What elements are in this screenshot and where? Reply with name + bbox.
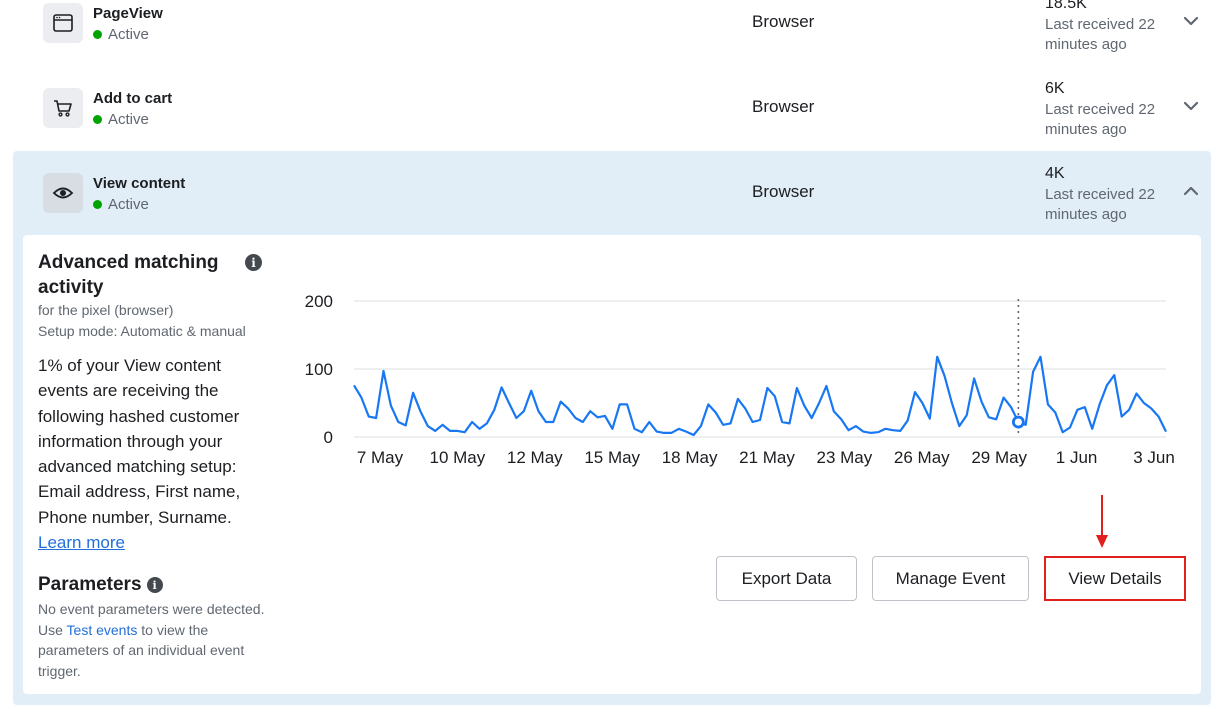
parameters-description: No event parameters were detected. Use T…	[38, 601, 265, 680]
learn-more-link[interactable]: Learn more	[38, 533, 125, 553]
x-tick-label: 10 May	[430, 448, 486, 467]
chevron-up-icon[interactable]	[1181, 181, 1201, 201]
activity-line-chart: 200 100 0 7 May 10 May 12 May 15 May 18 May 21 M…	[305, 292, 1175, 467]
event-count: 18.5K	[1045, 0, 1087, 12]
cart-icon	[43, 88, 83, 128]
info-icon[interactable]: i	[245, 254, 262, 271]
series-line	[353, 355, 1167, 437]
annotation-arrow-icon	[1096, 495, 1108, 548]
x-tick-label: 15 May	[584, 448, 640, 467]
browser-window-icon	[43, 3, 83, 43]
event-name: View content	[93, 175, 186, 192]
active-dot-icon	[93, 30, 102, 39]
chevron-down-icon[interactable]	[1181, 96, 1201, 116]
active-dot-icon	[93, 200, 102, 209]
x-tick-label: 12 May	[507, 448, 563, 467]
event-count: 6K	[1045, 80, 1065, 97]
event-last-received: Last received 22 minutes ago	[1045, 186, 1156, 223]
y-tick-label: 100	[305, 360, 333, 379]
y-tick-label: 200	[305, 292, 333, 311]
event-last-received: Last received 22 minutes ago	[1045, 16, 1156, 53]
event-row-add-to-cart[interactable]: Add to cart Active Browser 6K Last recei…	[13, 66, 1211, 151]
advanced-matching-title: Advanced matching activity	[38, 252, 219, 298]
x-tick-label: 3 Jun	[1133, 448, 1175, 467]
chevron-down-icon[interactable]	[1181, 11, 1201, 31]
x-tick-label: 18 May	[662, 448, 718, 467]
view-details-button[interactable]: View Details	[1044, 556, 1186, 601]
event-name: PageView	[93, 5, 163, 22]
x-tick-label: 26 May	[894, 448, 950, 467]
event-source: Browser	[752, 97, 815, 116]
advanced-matching-subtitle: for the pixel (browser) Setup mode: Auto…	[38, 302, 246, 339]
event-details-container: Advanced matching activity i for the pix…	[13, 235, 1211, 705]
event-status: Active	[93, 26, 149, 43]
export-data-button[interactable]: Export Data	[716, 556, 857, 601]
event-row-pageview[interactable]: PageView Active Browser 18.5K Last recei…	[13, 0, 1211, 66]
manage-event-button[interactable]: Manage Event	[872, 556, 1029, 601]
parameters-title: Parameters i	[38, 574, 163, 596]
x-tick-label: 1 Jun	[1056, 448, 1098, 467]
hover-point	[1011, 415, 1025, 429]
x-tick-label: 7 May	[357, 448, 404, 467]
info-icon[interactable]: i	[146, 577, 163, 593]
advanced-matching-description: 1% of your View content events are recei…	[38, 356, 241, 553]
event-last-received: Last received 22 minutes ago	[1045, 101, 1156, 138]
event-details-panel: Advanced matching activity i for the pix…	[23, 235, 1201, 694]
event-status: Active	[93, 111, 149, 128]
event-source: Browser	[752, 12, 815, 31]
eye-icon	[43, 173, 83, 213]
x-tick-label: 21 May	[739, 448, 795, 467]
event-row-view-content[interactable]: View content Active Browser 4K Last rece…	[13, 151, 1211, 236]
x-tick-label: 29 May	[971, 448, 1027, 467]
y-tick-label: 0	[324, 428, 333, 447]
x-tick-label: 23 May	[817, 448, 873, 467]
event-count: 4K	[1045, 165, 1065, 182]
event-status: Active	[93, 196, 149, 213]
active-dot-icon	[93, 115, 102, 124]
event-name: Add to cart	[93, 90, 173, 107]
event-source: Browser	[752, 182, 815, 201]
test-events-link[interactable]: Test events	[66, 621, 138, 638]
